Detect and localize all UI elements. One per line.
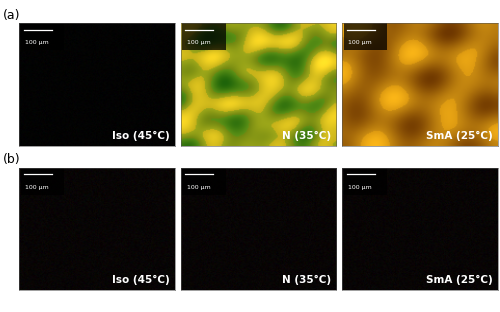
FancyBboxPatch shape xyxy=(344,23,387,50)
FancyBboxPatch shape xyxy=(344,168,387,195)
Text: 100 μm: 100 μm xyxy=(348,185,372,190)
Text: 100 μm: 100 μm xyxy=(186,41,210,46)
Text: Iso (45°C): Iso (45°C) xyxy=(112,275,170,285)
Text: SmA (25°C): SmA (25°C) xyxy=(426,275,493,285)
FancyBboxPatch shape xyxy=(182,168,226,195)
FancyBboxPatch shape xyxy=(20,23,64,50)
Text: SmA (25°C): SmA (25°C) xyxy=(426,131,493,141)
Text: N (35°C): N (35°C) xyxy=(282,131,332,141)
Text: 100 μm: 100 μm xyxy=(25,185,49,190)
Text: (a): (a) xyxy=(2,9,20,22)
Text: 100 μm: 100 μm xyxy=(186,185,210,190)
FancyBboxPatch shape xyxy=(182,23,226,50)
Text: (b): (b) xyxy=(2,153,20,166)
Text: 100 μm: 100 μm xyxy=(25,41,49,46)
Text: Iso (45°C): Iso (45°C) xyxy=(112,131,170,141)
Text: 100 μm: 100 μm xyxy=(348,41,372,46)
Text: N (35°C): N (35°C) xyxy=(282,275,332,285)
FancyBboxPatch shape xyxy=(20,168,64,195)
